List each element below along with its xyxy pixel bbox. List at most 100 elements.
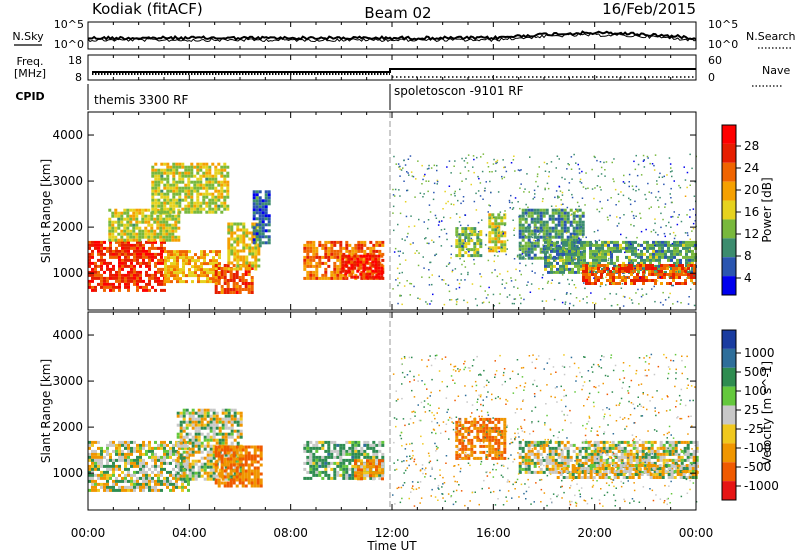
power-cell <box>147 214 151 218</box>
power-cell <box>563 220 567 224</box>
power-sparse-cell <box>551 279 553 281</box>
power-cell <box>239 228 243 232</box>
power-cell <box>178 165 182 169</box>
velocity-cell <box>194 411 198 415</box>
power-cell <box>133 273 136 277</box>
power-cell <box>124 279 127 283</box>
power-sparse-cell <box>399 195 401 197</box>
power-cell <box>488 213 492 217</box>
power-sparse-cell <box>657 234 659 236</box>
power-cell <box>628 258 631 262</box>
power-sparse-cell <box>628 297 631 299</box>
power-cell <box>566 235 570 239</box>
power-cell <box>190 174 194 178</box>
power-cell <box>261 208 265 212</box>
power-cell <box>258 208 262 212</box>
power-cell <box>130 261 133 265</box>
power-cell <box>679 261 682 265</box>
power-cell <box>209 277 212 281</box>
power-sparse-cell <box>615 293 618 295</box>
power-cell <box>160 162 164 166</box>
power-cell <box>258 223 262 227</box>
power-cell <box>123 208 127 212</box>
power-cell <box>139 270 142 274</box>
power-cell <box>100 285 103 289</box>
power-cell <box>571 258 574 262</box>
power-cell <box>126 223 130 227</box>
power-cell <box>121 267 124 271</box>
power-cell <box>208 174 212 178</box>
power-sparse-cell <box>453 203 455 206</box>
velocity-cell <box>330 440 334 444</box>
power-cell <box>330 270 334 274</box>
power-sparse-cell <box>651 163 654 165</box>
power-cell <box>247 285 251 288</box>
power-cell <box>363 240 367 244</box>
power-cell <box>575 214 579 218</box>
velocity-cell <box>227 417 231 421</box>
velocity-cell <box>163 449 166 453</box>
power-cell <box>251 255 255 259</box>
power-sparse-cell <box>686 214 688 216</box>
power-cell <box>142 246 145 250</box>
power-sparse-cell <box>501 175 503 178</box>
power-cell <box>187 183 191 187</box>
power-cell <box>691 258 694 262</box>
power-cell <box>336 255 340 259</box>
velocity-cell <box>333 449 337 453</box>
power-cell <box>91 267 94 271</box>
power-cell <box>127 288 130 292</box>
power-cell <box>252 190 256 194</box>
power-cell <box>312 264 316 268</box>
power-cell <box>109 249 112 253</box>
power-cell <box>136 288 139 292</box>
power-sparse-cell <box>559 190 562 192</box>
power-cell <box>103 261 106 265</box>
velocity-cell <box>130 461 133 465</box>
velocity-cell <box>253 454 257 458</box>
velocity-cell <box>169 446 172 450</box>
power-cell <box>377 272 381 276</box>
velocity-cell <box>212 447 216 451</box>
power-cell <box>230 267 234 271</box>
velocity-cell <box>91 458 94 462</box>
power-cell <box>348 252 352 256</box>
power-cell <box>642 276 645 279</box>
power-cell <box>217 276 221 279</box>
power-cell <box>188 259 191 263</box>
velocity-cell <box>154 482 157 486</box>
power-sparse-cell <box>522 245 524 248</box>
velocity-cell <box>88 452 91 456</box>
power-cell <box>645 267 648 270</box>
power-cell <box>247 270 251 273</box>
velocity-cell <box>136 479 139 483</box>
power-cell <box>598 258 601 262</box>
power-sparse-cell <box>578 205 580 208</box>
power-cell <box>150 238 154 242</box>
power-cell <box>203 268 206 272</box>
velocity-cell <box>339 458 343 462</box>
power-cell <box>339 273 343 277</box>
power-cell <box>631 258 634 262</box>
power-sparse-cell <box>691 230 693 232</box>
velocity-cell <box>339 473 343 477</box>
power-sparse-cell <box>534 227 536 229</box>
power-sparse-cell <box>593 277 595 279</box>
velocity-cell <box>179 468 183 472</box>
power-sparse-cell <box>488 301 490 304</box>
velocity-cell <box>324 464 328 468</box>
velocity-cell <box>354 446 358 450</box>
power-sparse-cell <box>503 166 505 169</box>
velocity-cell <box>154 464 157 468</box>
power-sparse-cell <box>563 267 565 269</box>
power-cell <box>139 240 142 244</box>
power-cell <box>120 238 124 242</box>
velocity-cell <box>100 458 103 462</box>
velocity-cell <box>206 474 210 478</box>
power-cell <box>551 220 555 224</box>
velocity-cell <box>124 479 127 483</box>
power-sparse-cell <box>419 298 421 300</box>
velocity-cell <box>336 470 340 474</box>
velocity-cell <box>124 467 127 471</box>
power-cell <box>223 180 227 184</box>
